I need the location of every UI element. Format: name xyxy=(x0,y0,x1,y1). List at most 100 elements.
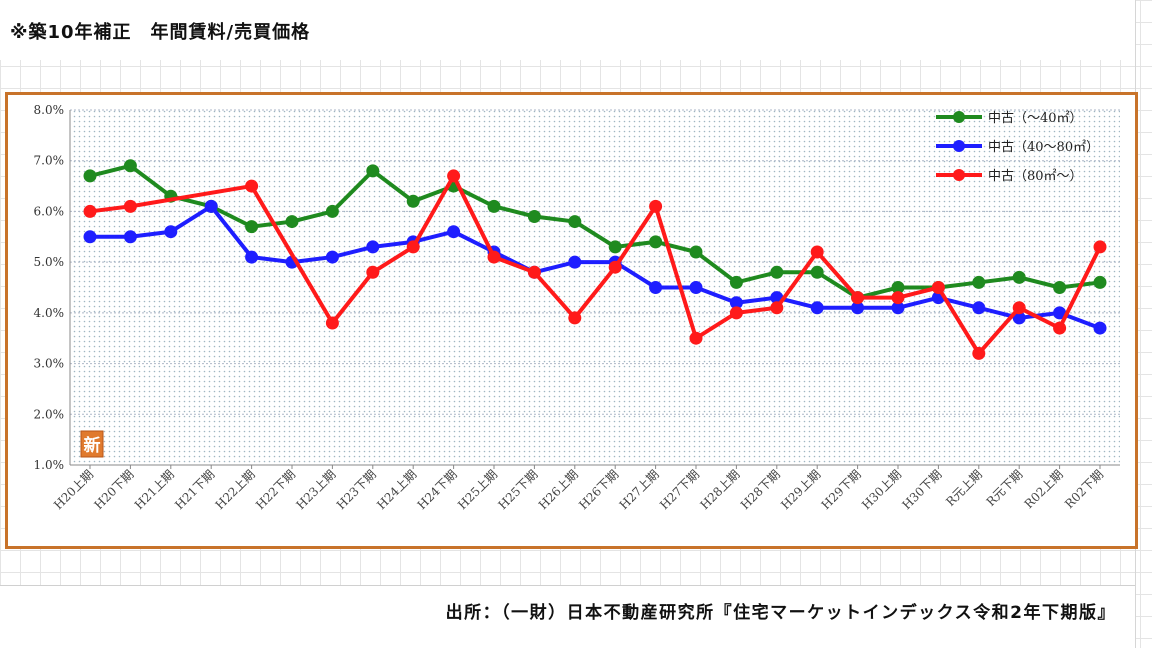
new-badge-label: 新 xyxy=(84,435,101,456)
series-2 xyxy=(83,199,1107,335)
data-point xyxy=(729,306,743,320)
chart-frame[interactable]: 1.0% 2.0% 3.0% 4.0% 5.0% 6.0% 7.0% 8.0% H20上期 H20… xyxy=(5,92,1138,549)
data-point xyxy=(649,281,663,294)
y-tick-label: 1.0% xyxy=(34,458,65,472)
x-tick-label: H28下期 xyxy=(738,467,783,512)
y-tick-label: 2.0% xyxy=(34,407,65,421)
data-point xyxy=(568,311,582,325)
data-point xyxy=(689,281,703,294)
data-point xyxy=(245,179,259,193)
data-point xyxy=(689,331,703,345)
legend-item: 中古（40～80㎡） xyxy=(936,140,1099,155)
series-line xyxy=(90,204,1101,330)
data-point xyxy=(770,301,784,315)
series-3 xyxy=(83,169,1107,360)
data-point xyxy=(527,210,541,223)
data-point xyxy=(770,265,784,279)
x-tick-label: H26下期 xyxy=(576,467,621,512)
data-point xyxy=(649,235,663,249)
data-point xyxy=(123,159,137,173)
plot-area xyxy=(70,110,1120,465)
legend-label: 中古（40～80㎡） xyxy=(988,140,1099,155)
data-point xyxy=(608,260,622,274)
legend-item: 中古（～40㎡） xyxy=(936,111,1083,126)
data-point xyxy=(123,199,137,213)
x-tick-label: H27上期 xyxy=(617,467,662,512)
data-point xyxy=(972,346,986,360)
data-point xyxy=(245,250,259,264)
page-title: ※築10年補正 年間賃料/売買価格 xyxy=(10,22,311,43)
data-point xyxy=(1053,281,1067,294)
data-point xyxy=(325,250,339,264)
y-tick-label: 8.0% xyxy=(34,103,65,117)
legend-label: 中古（80㎡～） xyxy=(988,169,1083,184)
data-point xyxy=(1093,275,1107,289)
new-badge: 新 xyxy=(80,430,104,458)
legend-label: 中古（～40㎡） xyxy=(988,111,1083,126)
data-point xyxy=(931,281,945,294)
data-point xyxy=(891,301,905,315)
y-tick-label: 5.0% xyxy=(34,255,65,269)
data-point xyxy=(729,296,743,310)
x-tick-label: R元下期 xyxy=(984,467,1026,509)
x-tick-label: H26上期 xyxy=(536,467,581,512)
data-point xyxy=(245,220,259,234)
legend-swatch-marker xyxy=(953,140,965,152)
data-point xyxy=(487,250,501,264)
data-point xyxy=(1093,321,1107,335)
data-point xyxy=(204,199,218,213)
data-point xyxy=(527,265,541,279)
data-point xyxy=(83,230,97,244)
x-tick-label: H29上期 xyxy=(778,467,823,512)
data-point xyxy=(487,199,501,213)
data-point xyxy=(568,255,582,269)
x-tick-label: H25上期 xyxy=(455,467,500,512)
data-point xyxy=(689,245,703,259)
x-tick-label: H23上期 xyxy=(293,467,338,512)
x-tick-label: H28上期 xyxy=(697,467,742,512)
x-tick-label: H24下期 xyxy=(415,467,460,512)
data-point xyxy=(447,225,461,239)
data-point xyxy=(810,245,824,259)
data-point xyxy=(1093,240,1107,254)
x-tick-label: H29下期 xyxy=(819,467,864,512)
x-tick-label: H22下期 xyxy=(253,467,298,512)
data-point xyxy=(123,230,137,244)
data-point xyxy=(285,215,299,229)
legend-item: 中古（80㎡～） xyxy=(936,169,1083,184)
data-point xyxy=(729,275,743,289)
y-tick-label: 3.0% xyxy=(34,357,65,371)
footer-band xyxy=(0,585,1135,649)
data-point xyxy=(972,301,986,315)
data-point xyxy=(972,275,986,289)
data-point xyxy=(164,225,178,239)
data-point xyxy=(1012,311,1026,325)
x-tick-label: H21上期 xyxy=(132,467,177,512)
x-tick-label: H27下期 xyxy=(657,467,702,512)
x-tick-label: H20上期 xyxy=(51,467,96,512)
data-point xyxy=(1053,321,1067,335)
data-point xyxy=(83,204,97,218)
header-band xyxy=(0,0,1135,60)
data-point xyxy=(810,265,824,279)
data-point xyxy=(810,301,824,315)
y-tick-label: 6.0% xyxy=(34,204,65,218)
data-point xyxy=(568,215,582,229)
x-tick-label: H24上期 xyxy=(374,467,419,512)
data-point xyxy=(1012,270,1026,284)
data-point xyxy=(1012,301,1026,315)
x-tick-label: H23下期 xyxy=(334,467,379,512)
data-point xyxy=(83,169,97,183)
legend-swatch-marker xyxy=(953,169,965,181)
x-tick-label: R元上期 xyxy=(943,467,985,509)
data-point xyxy=(406,194,420,208)
data-point xyxy=(325,204,339,218)
data-point xyxy=(891,291,905,305)
data-point xyxy=(325,316,339,330)
data-point xyxy=(447,169,461,183)
data-point xyxy=(366,265,380,279)
data-point xyxy=(406,240,420,254)
x-tick-label: H25下期 xyxy=(495,467,540,512)
x-tick-label: H30上期 xyxy=(859,467,904,512)
y-tick-label: 4.0% xyxy=(34,306,65,320)
